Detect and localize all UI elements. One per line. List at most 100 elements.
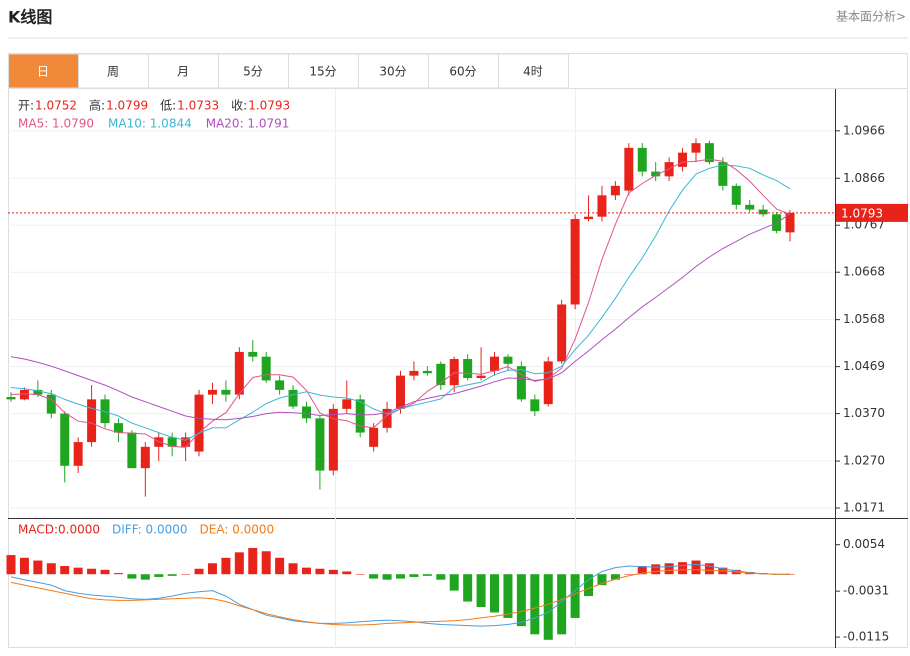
candle-body [127,432,137,469]
candle-body [704,143,714,163]
macd-bar [369,574,379,579]
y-tick-label: -0.0031 [843,584,889,598]
macd-bar [678,562,688,575]
candle-body [476,375,486,379]
candle-body [584,216,594,220]
macd-bar [704,563,714,575]
candle-body [46,394,56,414]
ma-line [10,164,791,441]
candle-body [248,351,258,357]
ohlc-value: 1.0733 [177,99,219,113]
candle-body [436,363,446,386]
legend-entry: MA20: 1.0791 [206,117,290,131]
y-tick-label: 1.0966 [843,123,885,137]
candle-body [543,361,553,405]
tab[interactable] [288,53,359,89]
tab[interactable] [358,53,429,89]
y-tick-label: 0.0054 [843,537,885,551]
macd-bar [597,574,607,586]
tab[interactable] [218,53,289,89]
macd-bar [248,547,258,575]
macd-bar [140,574,150,580]
candle-body [745,204,755,210]
candle-body [758,209,768,215]
ohlc-value: 1.0752 [35,99,77,113]
macd-info: MACD:0.0000 [18,523,100,537]
candle-body [342,399,352,409]
tab-label[interactable]: 30分 [379,65,406,79]
macd-bar [207,563,217,575]
candle-body [60,413,70,466]
macd-bar [557,574,567,635]
candle-body [113,423,123,433]
widget-title: K线图 [8,8,52,27]
macd-bar [234,552,244,575]
y-tick-label: 1.0171 [843,501,885,515]
macd-bar [490,574,500,613]
candle-body [194,394,204,452]
macd-bar [154,574,164,577]
tab-label[interactable]: 周 [107,65,119,79]
candle-body [6,397,16,400]
macd-bar [624,574,634,575]
candle-body [369,427,379,447]
ohlc-label: 收: [231,99,247,113]
candle-body [449,359,459,386]
y-tick-label: 1.0866 [843,171,885,185]
candle-body [87,399,97,443]
macd-bar [449,574,459,591]
candle-body [275,380,285,390]
macd-line [10,563,790,627]
macd-bar [664,563,674,575]
candle-body [288,389,298,407]
tab-label[interactable]: 4时 [523,65,543,79]
candle-body [463,359,473,379]
macd-bar [275,557,285,575]
tab-label[interactable]: 日 [37,65,49,79]
analysis-link[interactable]: 基本面分析> [836,10,906,24]
candle-body [597,195,607,217]
candle-body [315,418,325,471]
macd-bar [328,569,338,575]
macd-bar [261,551,271,575]
tab-label[interactable]: 15分 [309,65,336,79]
candle-body [691,143,701,153]
tab-label[interactable]: 5分 [243,65,263,79]
macd-bar [610,574,620,580]
macd-bar [570,574,580,618]
tab-label[interactable]: 月 [177,65,189,79]
candle-body [530,399,540,412]
chart-frame [8,53,908,648]
candle-body [503,356,513,364]
tab-label[interactable]: 60分 [449,65,476,79]
candle-body [234,351,244,395]
candle-body [33,389,43,395]
tab[interactable] [428,53,499,89]
candle-body [651,171,661,177]
candle-body [624,147,634,191]
candle-body [140,446,150,469]
candle-body [718,162,728,186]
macd-bar [87,568,97,575]
y-tick-label: 1.0370 [843,406,885,420]
macd-bar [301,567,311,575]
tab[interactable] [498,53,569,89]
tab[interactable] [8,53,79,89]
macd-bar [530,574,540,635]
y-tick-label: 1.0668 [843,265,885,279]
macd-bar [221,557,231,575]
candle-body [785,212,795,233]
macd-bar [100,569,110,575]
candle-body [409,370,419,376]
macd-bar [113,573,123,575]
y-tick-label: 1.0568 [843,312,885,326]
ohlc-label: 低: [160,99,176,113]
candle-body [490,356,500,371]
y-tick-label: 1.0469 [843,359,885,373]
legend-entry: MA5: 1.0790 [18,117,94,131]
legend-entry: DIFF: 0.0000 [112,523,188,537]
candle-body [301,406,311,419]
macd-line [10,569,790,626]
macd-bar [127,574,137,579]
candle-body [355,399,365,433]
